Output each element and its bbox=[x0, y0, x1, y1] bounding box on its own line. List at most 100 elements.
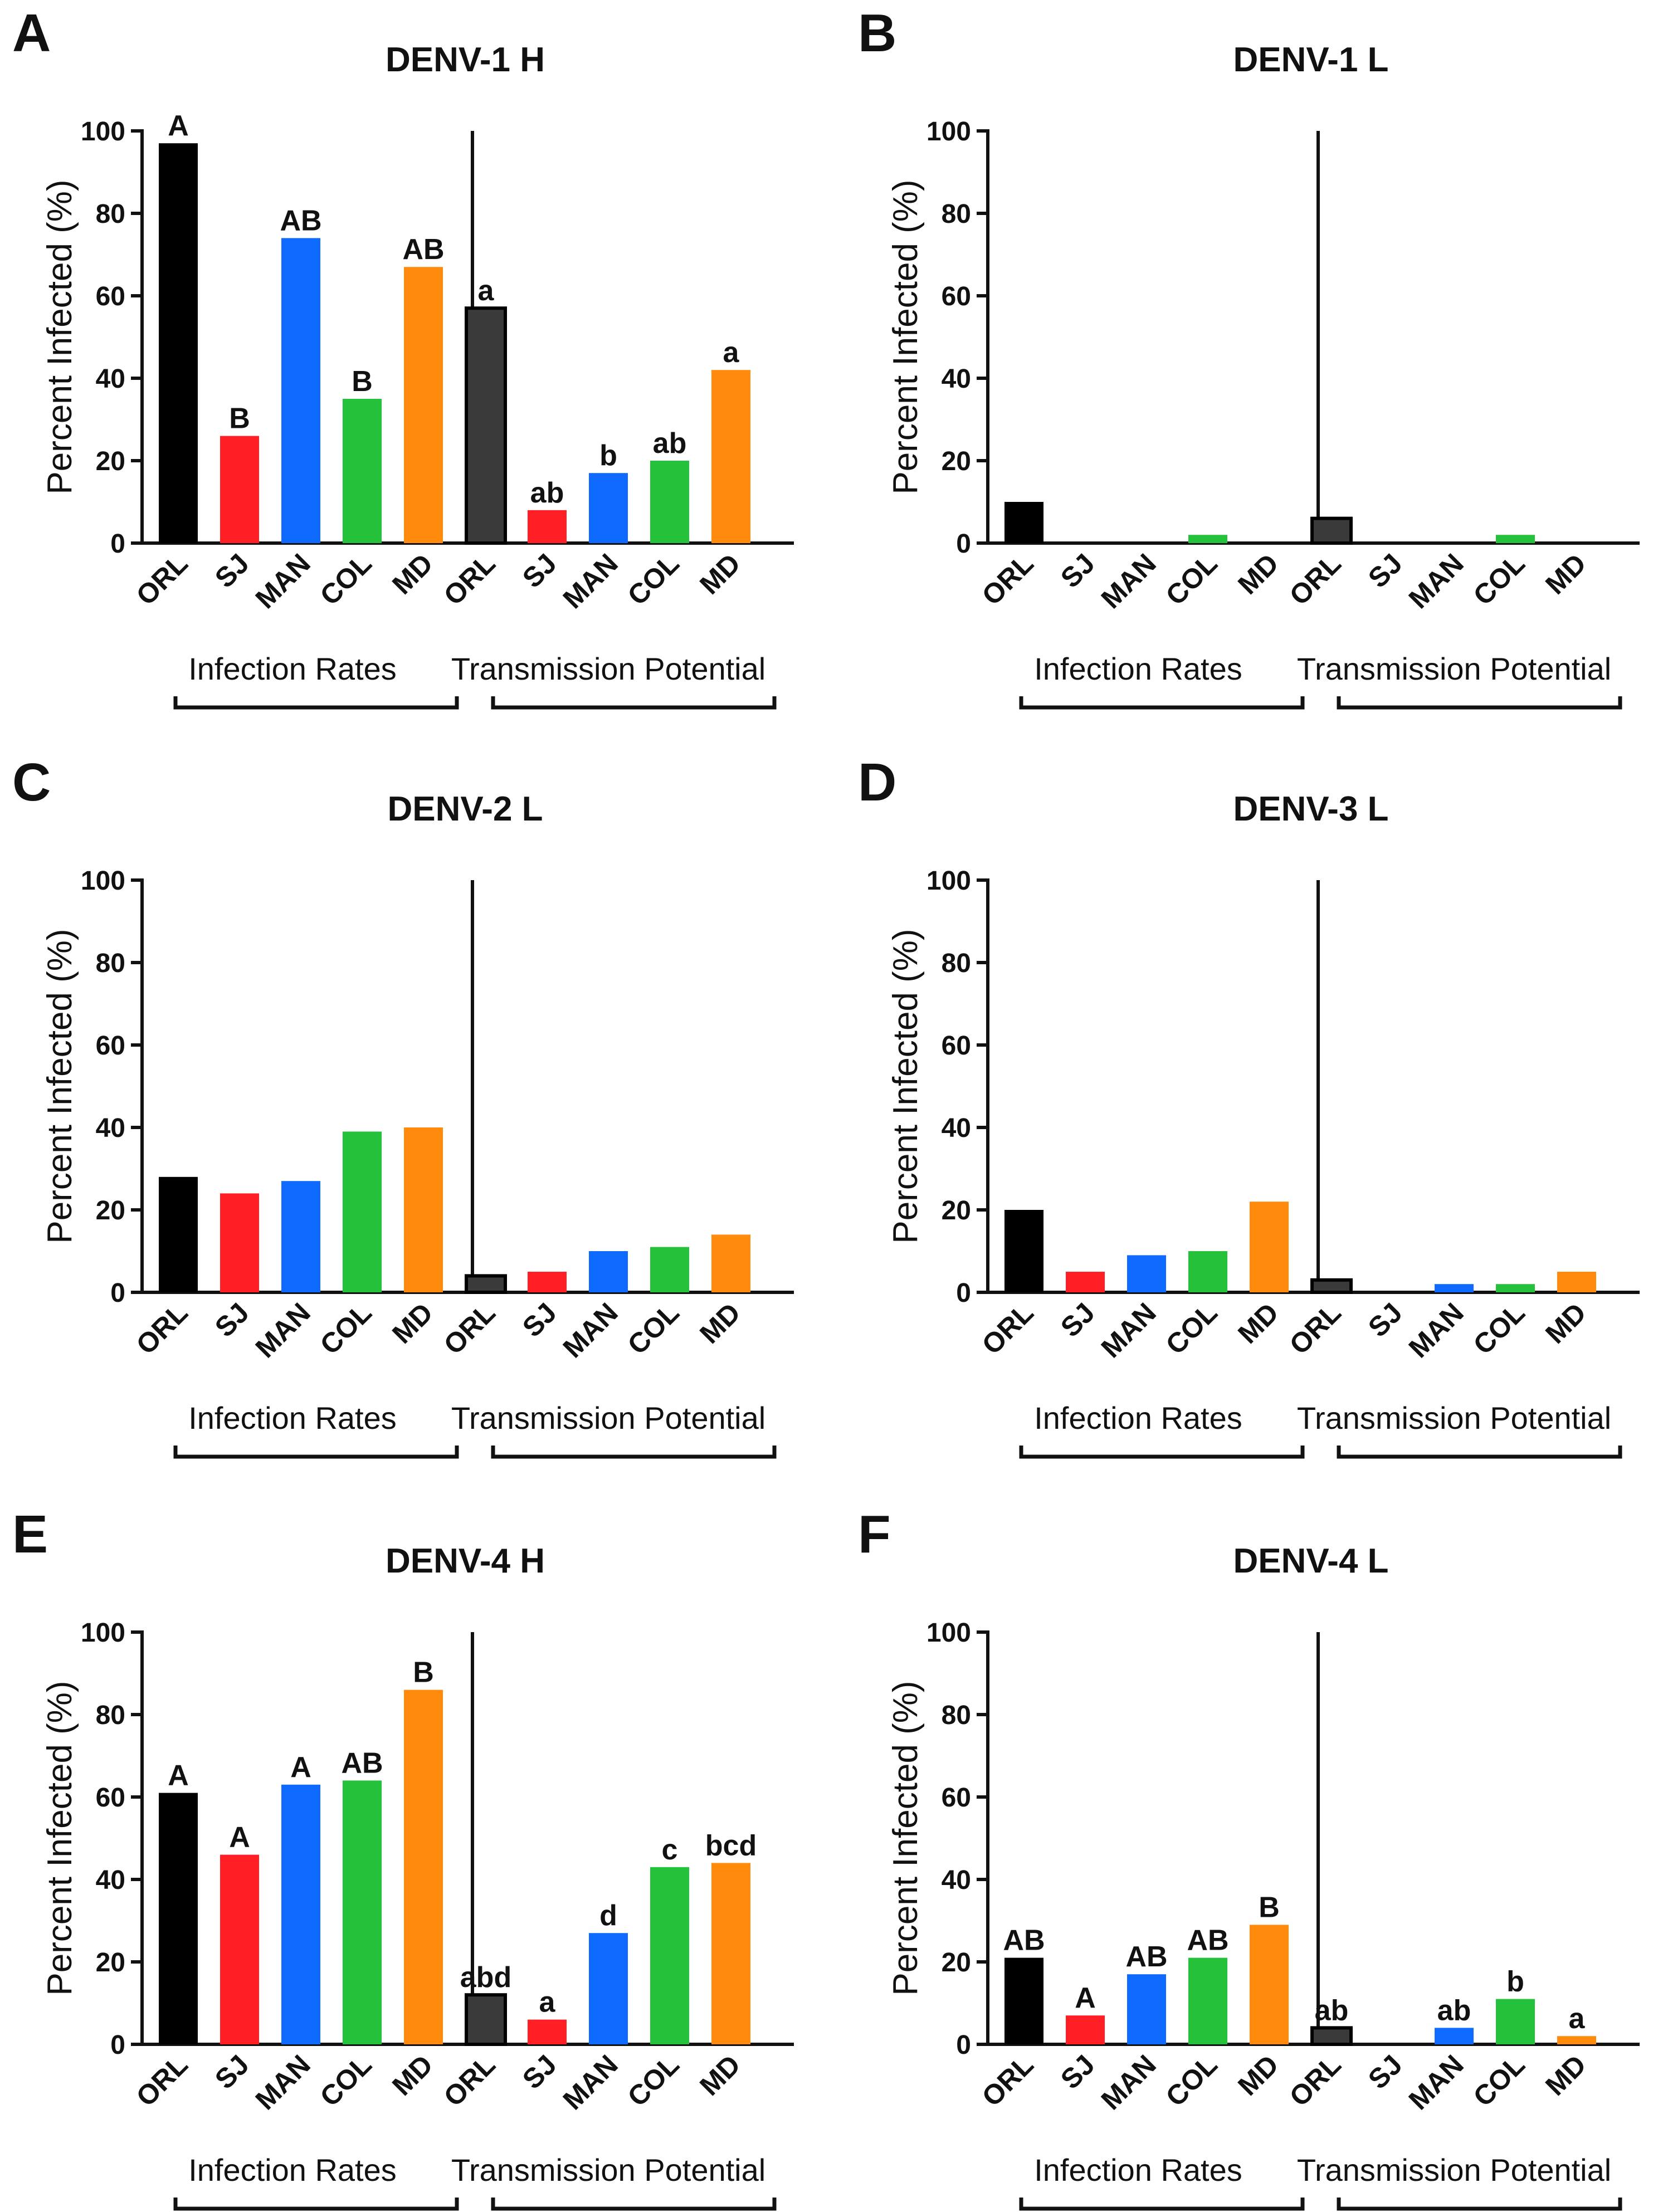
significance-label: bcd bbox=[705, 1829, 757, 1862]
y-axis-label: Percent Infected (%) bbox=[41, 1681, 79, 1995]
group-label: Infection Rates bbox=[188, 1400, 397, 1435]
y-tick-label: 40 bbox=[942, 1866, 971, 1895]
y-tick-label: 0 bbox=[956, 1278, 971, 1308]
x-tick-label: MAN bbox=[557, 2049, 624, 2116]
group-bracket bbox=[1019, 1446, 1305, 1459]
y-tick-label: 100 bbox=[926, 117, 971, 147]
panel-letter: B bbox=[858, 3, 896, 63]
panel-title: DENV-1 H bbox=[386, 41, 545, 79]
significance-label: B bbox=[413, 1657, 434, 1689]
y-tick-label: 60 bbox=[96, 1783, 125, 1813]
significance-label: a bbox=[478, 275, 495, 307]
panel-d: D DENV-3 L Percent Infected (%) 0 20 40 60 80 10… bbox=[858, 753, 1640, 1459]
group-label: Infection Rates bbox=[1034, 651, 1242, 686]
group-label: Infection Rates bbox=[188, 2152, 397, 2187]
panel-letter: D bbox=[858, 753, 896, 812]
y-tick-label: 100 bbox=[81, 1618, 125, 1648]
bar-transmission-col bbox=[1496, 1284, 1535, 1292]
x-tick-label: COL bbox=[1160, 548, 1223, 611]
bar-transmission-orl bbox=[465, 306, 507, 545]
bar-transmission-man bbox=[589, 1251, 628, 1292]
x-tick-label: COL bbox=[1467, 2049, 1531, 2112]
x-tick-label: MAN bbox=[557, 548, 624, 614]
bar-infection-man bbox=[1127, 1974, 1166, 2044]
bar-infection-sj bbox=[220, 1854, 259, 2044]
y-tick-label: 20 bbox=[942, 1196, 971, 1225]
x-tick-label: SJ bbox=[209, 548, 255, 594]
x-tick-label: ORL bbox=[976, 1297, 1040, 1360]
x-tick-label: COL bbox=[622, 2049, 685, 2112]
bar-infection-man bbox=[281, 238, 320, 543]
bar-transmission-col bbox=[650, 461, 689, 543]
x-tick-label: MD bbox=[1539, 2049, 1592, 2102]
x-tick-label: MAN bbox=[1095, 1297, 1162, 1364]
significance-label: abd bbox=[460, 1961, 511, 1994]
y-tick-label: 20 bbox=[942, 1948, 971, 1977]
x-tick-label: MD bbox=[386, 1297, 439, 1350]
x-tick-label: COL bbox=[1160, 1297, 1223, 1360]
x-tick-label: COL bbox=[314, 1297, 378, 1360]
bar-transmission-md bbox=[1557, 2036, 1596, 2044]
bar-transmission-md bbox=[711, 370, 750, 543]
y-tick-label: 100 bbox=[926, 1618, 971, 1648]
bar-transmission-md bbox=[711, 1863, 750, 2044]
significance-label: b bbox=[599, 440, 617, 472]
y-axis-label: Percent Infected (%) bbox=[886, 179, 925, 494]
bar-infection-orl bbox=[1004, 502, 1043, 543]
x-tick-label: MAN bbox=[1403, 2049, 1470, 2116]
y-tick-label: 60 bbox=[942, 282, 971, 311]
y-tick-label: 60 bbox=[96, 1031, 125, 1061]
bar-infection-md bbox=[1250, 1925, 1289, 2044]
x-tick-label: SJ bbox=[1055, 548, 1101, 594]
x-tick-label: MD bbox=[1539, 1297, 1592, 1350]
x-tick-label: MD bbox=[1539, 548, 1592, 600]
x-tick-label: SJ bbox=[516, 1297, 563, 1343]
y-tick-label: 40 bbox=[96, 364, 125, 394]
bar-transmission-orl bbox=[1310, 1278, 1353, 1294]
y-tick-label: 0 bbox=[956, 2030, 971, 2060]
bar-infection-orl bbox=[159, 143, 198, 543]
bar-infection-sj bbox=[1066, 2015, 1105, 2044]
bar-transmission-man bbox=[589, 473, 628, 543]
bar-infection-sj bbox=[220, 436, 259, 543]
group-bracket bbox=[491, 2198, 777, 2211]
x-tick-label: COL bbox=[314, 548, 378, 611]
panel-title: DENV-2 L bbox=[387, 790, 543, 828]
y-tick-label: 80 bbox=[942, 949, 971, 978]
y-tick-label: 20 bbox=[96, 447, 125, 476]
significance-label: A bbox=[168, 1760, 189, 1792]
group-label: Infection Rates bbox=[188, 651, 397, 686]
y-tick-label: 20 bbox=[96, 1196, 125, 1225]
significance-label: AB bbox=[1187, 1925, 1228, 1957]
x-tick-label: ORL bbox=[130, 548, 194, 611]
bar-transmission-col bbox=[1496, 535, 1535, 543]
panel-title: DENV-3 L bbox=[1233, 790, 1388, 828]
bar-infection-man bbox=[1127, 1255, 1166, 1292]
x-tick-label: ORL bbox=[130, 2049, 194, 2112]
y-tick-label: 100 bbox=[926, 866, 971, 896]
group-bracket bbox=[1337, 2198, 1622, 2211]
bar-transmission-sj bbox=[528, 1272, 567, 1292]
x-tick-label: MAN bbox=[1403, 548, 1470, 614]
x-tick-label: MAN bbox=[250, 2049, 316, 2116]
significance-label: AB bbox=[1003, 1925, 1045, 1957]
bar-transmission-orl bbox=[1310, 516, 1353, 545]
group-bracket bbox=[1337, 696, 1622, 710]
panel-title: DENV-4 H bbox=[386, 1542, 545, 1580]
x-tick-label: MAN bbox=[250, 1297, 316, 1364]
x-tick-label: COL bbox=[1467, 1297, 1531, 1360]
y-tick-label: 60 bbox=[942, 1031, 971, 1061]
significance-label: d bbox=[599, 1900, 617, 1932]
significance-label: AB bbox=[280, 204, 321, 237]
bar-infection-col bbox=[343, 1131, 382, 1292]
x-tick-label: SJ bbox=[516, 2049, 563, 2095]
x-tick-label: MD bbox=[694, 1297, 747, 1350]
y-axis-label: Percent Infected (%) bbox=[886, 929, 925, 1243]
bar-infection-col bbox=[1188, 1251, 1227, 1292]
group-bracket bbox=[1337, 1446, 1622, 1459]
bar-transmission-md bbox=[1557, 1272, 1596, 1292]
x-tick-label: ORL bbox=[438, 548, 501, 611]
y-tick-label: 60 bbox=[942, 1783, 971, 1813]
x-tick-label: ORL bbox=[130, 1297, 194, 1360]
